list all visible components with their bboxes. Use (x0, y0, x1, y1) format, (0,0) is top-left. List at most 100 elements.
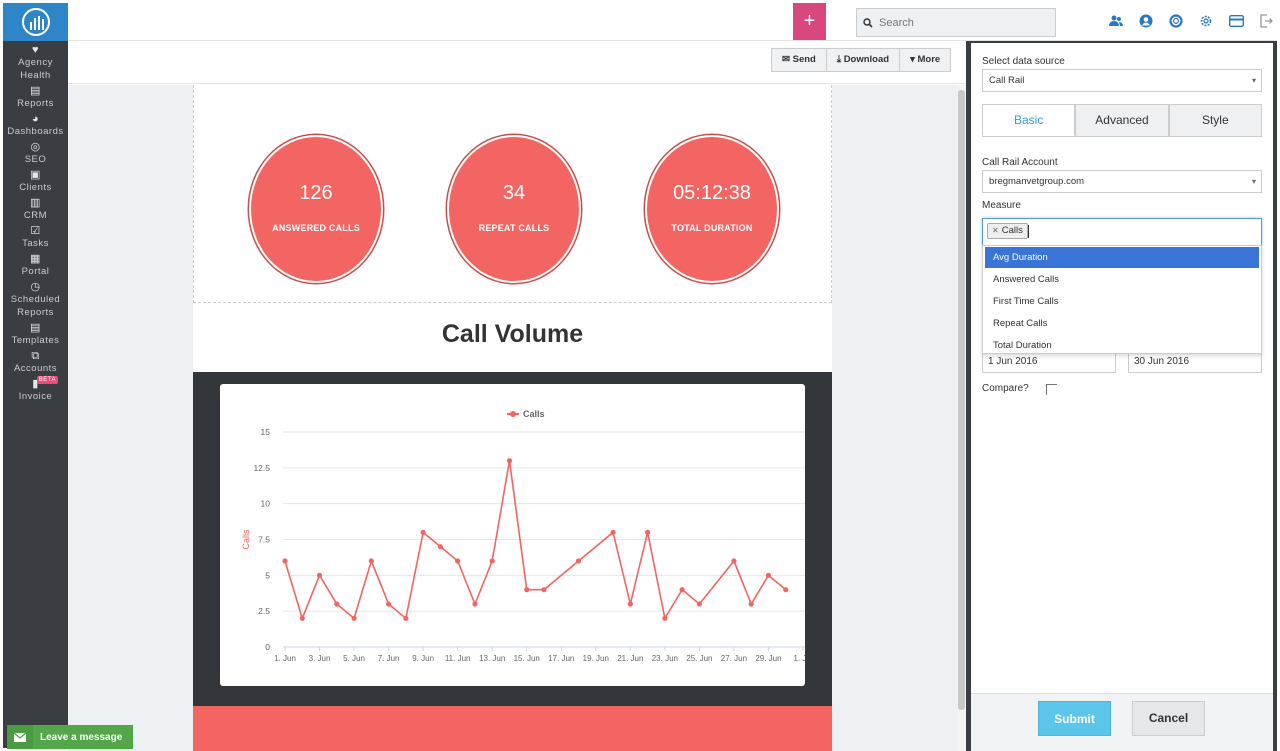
start-date-field[interactable]: 1 Jun 2016 (982, 352, 1116, 373)
account-label: Call Rail Account (982, 157, 1058, 168)
data-point (282, 558, 288, 564)
users-icon[interactable] (1108, 13, 1124, 29)
sidebar-item-clients[interactable]: ▣ Clients (3, 166, 68, 194)
sidebar-item-portal[interactable]: ▦ Portal (3, 250, 68, 278)
measure-multiselect[interactable]: ✕ Calls (982, 218, 1262, 246)
account-value: bregmanvetgroup.com (989, 176, 1085, 187)
more-label: More (917, 54, 941, 65)
sidebar-item-label: Dashboards (7, 126, 64, 137)
data-point (748, 601, 754, 607)
accounts-icon: ⧉ (31, 350, 40, 362)
stat-label: ANSWERED CALLS (272, 223, 360, 233)
sidebar-item-scheduled-reports[interactable]: ◷ Scheduled Reports (3, 278, 68, 319)
x-tick-label: 17. Jun (548, 654, 574, 663)
measure-label: Measure (982, 200, 1021, 211)
sidebar-item-agency-health[interactable]: ♥ Agency Health (3, 41, 68, 82)
editor-footer: Submit Cancel (971, 693, 1273, 751)
end-date-field[interactable]: 30 Jun 2016 (1128, 352, 1262, 373)
scrollbar-thumb[interactable] (958, 90, 965, 710)
document-icon: ▤ (30, 85, 41, 97)
cancel-button[interactable]: Cancel (1132, 701, 1205, 736)
next-section-band[interactable] (193, 706, 832, 751)
x-tick-label: 21. Jun (617, 654, 643, 663)
compare-checkbox[interactable] (1046, 384, 1057, 395)
legend-marker (510, 411, 516, 417)
stats-section[interactable]: 126 ANSWERED CALLS 34 REPEAT CALLS 05:12… (193, 85, 832, 303)
sidebar-item-label: Tasks (22, 238, 49, 249)
data-point (783, 587, 789, 593)
stat-total-duration: 05:12:38 TOTAL DURATION (645, 135, 779, 283)
y-tick-label: 7.5 (258, 535, 270, 545)
option-first-time-calls[interactable]: First Time Calls (993, 296, 1059, 307)
search-box[interactable] (856, 8, 1056, 37)
search-icon (863, 17, 873, 28)
envelope-icon (7, 725, 33, 749)
envelope-icon: ✉ (782, 54, 790, 65)
sidebar-item-label: Reports (17, 98, 54, 109)
x-tick-label: 27. Jun (721, 654, 747, 663)
stat-value: 05:12:38 (673, 182, 751, 204)
chevron-down-icon: ▾ (1251, 177, 1256, 186)
remove-chip-icon[interactable]: ✕ (992, 226, 999, 235)
option-answered-calls[interactable]: Answered Calls (993, 274, 1059, 285)
settings-icon[interactable] (1198, 13, 1214, 29)
billing-icon[interactable] (1228, 13, 1244, 29)
y-tick-label: 12.5 (253, 463, 270, 473)
y-tick-label: 2.5 (258, 606, 270, 616)
option-total-duration[interactable]: Total Duration (993, 340, 1052, 351)
sidebar-item-seo[interactable]: ◎ SEO (3, 138, 68, 166)
search-input[interactable] (879, 16, 1049, 29)
option-repeat-calls[interactable]: Repeat Calls (993, 318, 1048, 329)
x-tick-label: 13. Jun (479, 654, 505, 663)
account-select[interactable]: bregmanvetgroup.com ▾ (982, 170, 1262, 193)
chart-section[interactable]: 0 2.5 5 7.5 10 12.5 15 1. Jun 3. Jun 5. Jun 7. Jun… (193, 372, 832, 706)
chart-card: 0 2.5 5 7.5 10 12.5 15 1. Jun 3. Jun 5. Jun 7. Jun… (220, 384, 813, 686)
send-label: Send (792, 54, 816, 65)
data-source-select[interactable]: Call Rail ▾ (982, 69, 1262, 92)
app-logo[interactable] (3, 3, 68, 41)
sidebar-item-tasks[interactable]: ☑ Tasks (3, 222, 68, 250)
data-point (662, 615, 668, 621)
y-tick-label: 0 (265, 642, 270, 652)
x-tick-label: 25. Jun (686, 654, 712, 663)
sidebar-item-label: Clients (19, 182, 52, 193)
legend-label: Calls (523, 409, 545, 419)
sidebar-item-label: CRM (23, 210, 48, 221)
caret-down-icon: ▾ (910, 54, 915, 65)
x-tick-label: 1. Jul (793, 654, 805, 663)
heart-icon: ♥ (31, 44, 40, 56)
editor-tabs: Basic Advanced Style (982, 104, 1262, 137)
target-icon: ◎ (30, 141, 41, 153)
download-button[interactable]: ⤓ Download (827, 49, 901, 71)
send-button[interactable]: ✉ Send (772, 49, 827, 71)
header-icons (1108, 13, 1274, 29)
portal-icon: ▦ (30, 253, 41, 265)
text-cursor (1028, 225, 1029, 238)
leave-message-button[interactable]: Leave a message (7, 725, 133, 749)
submit-button[interactable]: Submit (1038, 701, 1111, 736)
profile-icon[interactable] (1138, 13, 1154, 29)
sidebar-item-reports[interactable]: ▤ Reports (3, 82, 68, 110)
option-avg-duration[interactable]: Avg Duration (985, 247, 1259, 268)
tab-style[interactable]: Style (1168, 104, 1262, 136)
help-icon[interactable] (1168, 13, 1184, 29)
data-point (420, 529, 426, 535)
data-point (334, 601, 340, 607)
x-tick-label: 11. Jun (445, 654, 471, 663)
sidebar-item-accounts[interactable]: ⧉ Accounts (3, 347, 68, 375)
sidebar-item-crm[interactable]: ▥ CRM (3, 194, 68, 222)
y-tick-label: 15 (261, 427, 271, 437)
tab-basic[interactable]: Basic (982, 104, 1076, 136)
sidebar-item-label: Accounts (13, 363, 58, 374)
tab-advanced[interactable]: Advanced (1075, 104, 1169, 136)
sidebar-item-invoice[interactable]: ▮ Invoice BETA (3, 375, 68, 403)
data-point (524, 587, 530, 593)
sidebar-item-dashboards[interactable]: ◕ Dashboards (3, 110, 68, 138)
add-button[interactable]: + (793, 3, 826, 40)
data-source-label: Select data source (982, 56, 1065, 67)
measure-options-dropdown: Avg Duration Answered Calls First Time C… (982, 245, 1262, 354)
logout-icon[interactable] (1258, 13, 1274, 29)
sidebar-item-templates[interactable]: ▤ Templates (3, 319, 68, 347)
data-point (299, 615, 305, 621)
more-button[interactable]: ▾ More (900, 49, 950, 71)
